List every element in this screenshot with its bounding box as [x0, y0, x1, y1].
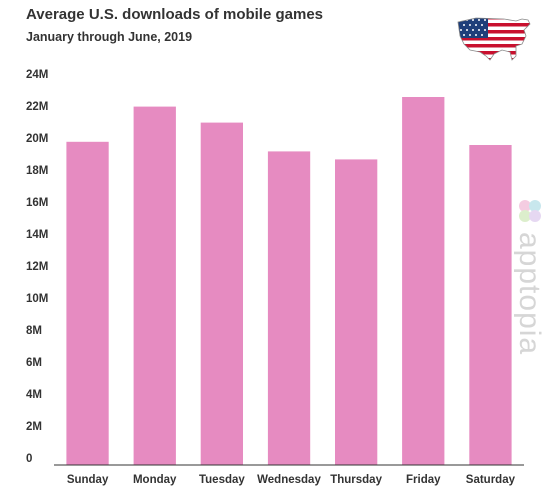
y-tick-label: 2M: [26, 421, 42, 433]
y-tick-label: 12M: [26, 261, 48, 273]
x-axis-labels: Sunday Monday Tuesday Wednesday Thursday Frid…: [67, 474, 516, 486]
y-tick-label: 4M: [26, 389, 42, 401]
x-tick-label-monday: Monday: [133, 474, 177, 486]
chart-title: Average U.S. downloads of mobile games: [26, 6, 324, 23]
y-tick-label: 0: [26, 453, 32, 465]
y-tick-label: 22M: [26, 101, 48, 113]
bar-sunday: [66, 141, 109, 466]
x-tick-label-saturday: Saturday: [466, 474, 516, 486]
y-tick-label: 14M: [26, 229, 48, 241]
x-tick-label-wednesday: Wednesday: [257, 474, 321, 486]
y-tick-label: 24M: [26, 69, 48, 81]
bar-thursday: [335, 159, 378, 465]
y-tick-label: 6M: [26, 357, 42, 369]
bar-friday: [402, 97, 445, 465]
x-tick-label-friday: Friday: [406, 474, 441, 486]
x-tick-label-tuesday: Tuesday: [199, 474, 245, 486]
apptopia-watermark: apptopia: [513, 232, 546, 355]
bar-tuesday: [200, 122, 243, 465]
y-axis-ticks: 0 2M 4M 6M 8M 10M 12M 14M 16M 18M 20M 22M 24M: [26, 69, 48, 465]
bar-wednesday: [267, 151, 311, 465]
bars: [66, 97, 512, 466]
y-tick-label: 10M: [26, 293, 48, 305]
y-tick-label: 18M: [26, 165, 48, 177]
y-tick-label: 8M: [26, 325, 42, 337]
x-tick-label-thursday: Thursday: [330, 474, 382, 486]
bar-saturday: [469, 145, 512, 465]
y-tick-label: 16M: [26, 197, 48, 209]
us-flag-map-icon: [457, 17, 531, 61]
x-tick-label-sunday: Sunday: [67, 474, 109, 486]
chart-subtitle: January through June, 2019: [26, 30, 193, 44]
apptopia-logo-icon: [519, 200, 541, 222]
y-tick-label: 20M: [26, 133, 48, 145]
bar-monday: [133, 106, 176, 465]
